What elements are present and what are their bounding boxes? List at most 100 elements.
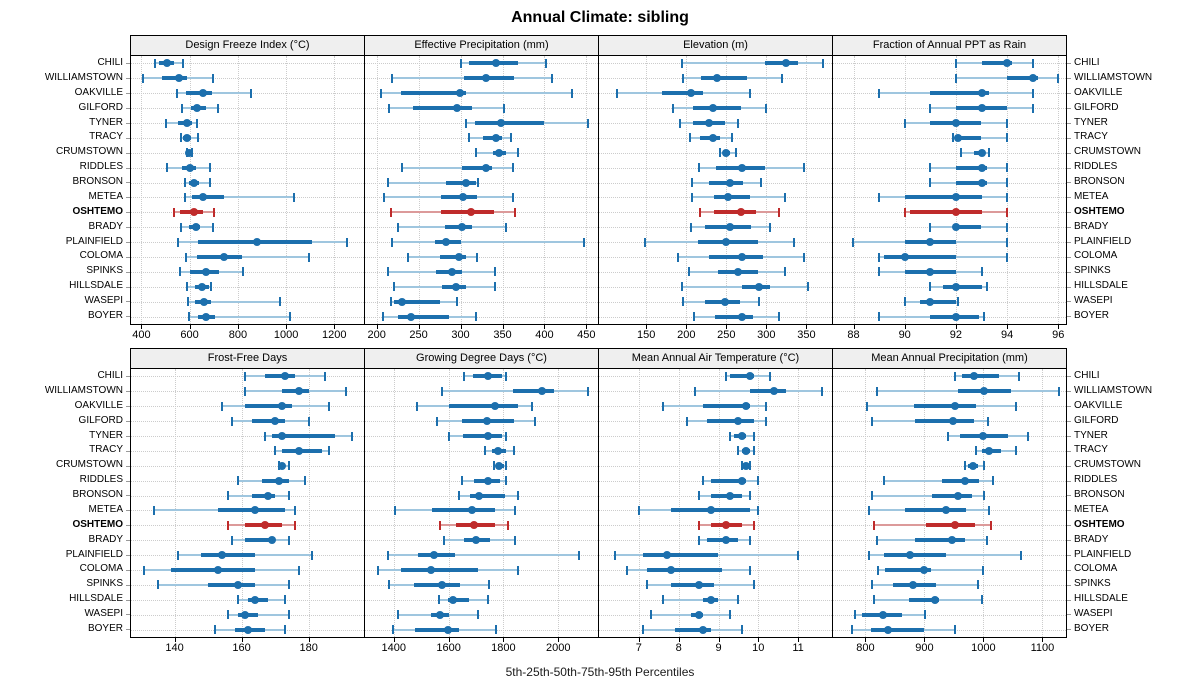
axis-tick	[1042, 638, 1044, 642]
vertical-gridline	[393, 369, 395, 637]
whisker-cap-5th	[220, 401, 223, 411]
median-dot	[267, 536, 276, 545]
whisker-cap-5th	[172, 207, 175, 217]
site-label: COLOMA	[1067, 562, 1200, 577]
axis-tick	[686, 325, 688, 329]
axis-tick-label: 92	[949, 329, 963, 341]
median-dot	[234, 580, 243, 589]
whisker-cap-5th	[186, 297, 189, 307]
panel-axis: 140 160 180	[130, 638, 365, 655]
row-gridline	[131, 152, 364, 154]
whisker-cap-5th	[386, 267, 389, 277]
median-dot	[734, 417, 743, 426]
vertical-gridline	[460, 56, 462, 324]
whisker-cap-5th	[878, 88, 881, 98]
whisker-cap-5th	[677, 252, 680, 262]
whisker-cap-95th	[768, 222, 771, 232]
median-dot	[537, 387, 546, 396]
percentile-whisker	[387, 181, 479, 184]
median-dot	[251, 506, 260, 515]
whisker-cap-5th	[387, 550, 390, 560]
whisker-cap-95th	[509, 133, 512, 143]
axis-tick-label: 1600	[436, 642, 461, 654]
row-gridline	[599, 465, 832, 467]
median-dot	[481, 74, 490, 83]
site-labels-left-1: CHILI WILLIAMSTOWN OAKVILLE GILFORD TYNER TRA…	[0, 348, 130, 655]
whisker-cap-5th	[383, 192, 386, 202]
whisker-cap-5th	[243, 371, 246, 381]
median-dot	[281, 372, 290, 381]
site-label: METEA	[0, 190, 130, 205]
site-label: COLOMA	[0, 249, 130, 264]
panel-axis: 7 8 9 10 11	[598, 638, 833, 655]
interquartile-bar	[955, 165, 987, 170]
whisker-cap-95th	[210, 282, 213, 292]
whisker-cap-5th	[947, 431, 950, 441]
interquartile-bar	[401, 91, 467, 96]
interquartile-bar	[904, 508, 967, 513]
whisker-cap-5th	[474, 148, 477, 158]
whisker-cap-95th	[797, 550, 800, 560]
interquartile-bar	[914, 404, 977, 409]
interquartile-bar	[708, 255, 764, 259]
axis-tick-label: 96	[1052, 329, 1065, 341]
median-dot	[455, 89, 464, 98]
median-dot	[198, 282, 207, 291]
whisker-cap-95th	[1031, 103, 1034, 113]
axis-tick	[766, 325, 768, 329]
interquartile-bar	[914, 419, 974, 424]
whisker-cap-95th	[216, 103, 219, 113]
interquartile-bar	[162, 76, 188, 81]
whisker-cap-5th	[243, 386, 246, 396]
site-label: WASEPI	[1067, 294, 1200, 309]
axis-tick-label: 2000	[546, 642, 571, 654]
site-label: CRUMSTOWN	[0, 145, 130, 160]
whisker-cap-95th	[292, 192, 295, 202]
interquartile-bar	[196, 255, 242, 259]
whisker-cap-95th	[769, 371, 772, 381]
whisker-cap-95th	[765, 416, 768, 426]
axis-tick	[924, 638, 926, 642]
row-gridline	[365, 450, 598, 452]
whisker-cap-5th	[865, 401, 868, 411]
whisker-cap-5th	[851, 625, 854, 635]
whisker-cap-5th	[400, 163, 403, 173]
axis-tick	[502, 325, 504, 329]
whisker-cap-95th	[1057, 73, 1060, 83]
whisker-cap-5th	[952, 133, 955, 143]
median-dot	[969, 372, 978, 381]
panel-3: Fraction of Annual PPT as Rain 88 90 92 94 96	[832, 35, 1067, 342]
panel-plot	[365, 56, 598, 324]
median-dot	[706, 595, 715, 604]
median-dot	[879, 610, 888, 619]
site-label: WASEPI	[0, 607, 130, 622]
median-dot	[706, 506, 715, 515]
median-dot	[687, 89, 696, 98]
whisker-cap-5th	[397, 610, 400, 620]
whisker-cap-95th	[531, 401, 534, 411]
whisker-cap-5th	[737, 446, 740, 456]
interquartile-bar	[412, 106, 473, 111]
interquartile-bar	[714, 195, 750, 200]
panel-plot	[599, 56, 832, 324]
median-dot	[978, 432, 987, 440]
whisker-cap-95th	[586, 118, 589, 128]
whisker-cap-5th	[649, 610, 652, 620]
axis-tick	[865, 638, 867, 642]
whisker-cap-5th	[903, 207, 906, 217]
median-dot	[191, 223, 200, 232]
row-gridline	[599, 436, 832, 437]
vertical-gridline	[418, 56, 420, 324]
site-labels-right-1: CHILI WILLIAMSTOWN OAKVILLE GILFORD TYNER TRA…	[1067, 348, 1200, 655]
whisker-cap-5th	[698, 163, 701, 173]
whisker-cap-5th	[143, 565, 146, 575]
whisker-cap-95th	[346, 237, 349, 247]
whisker-cap-95th	[311, 550, 314, 560]
panel-box-7: Mean Annual Precipitation (mm)	[832, 348, 1067, 638]
whisker-cap-95th	[476, 610, 479, 620]
vertical-gridline	[983, 369, 985, 637]
whisker-cap-95th	[1006, 207, 1009, 217]
whisker-cap-95th	[980, 267, 983, 277]
whisker-cap-5th	[954, 371, 957, 381]
whisker-cap-95th	[307, 416, 310, 426]
